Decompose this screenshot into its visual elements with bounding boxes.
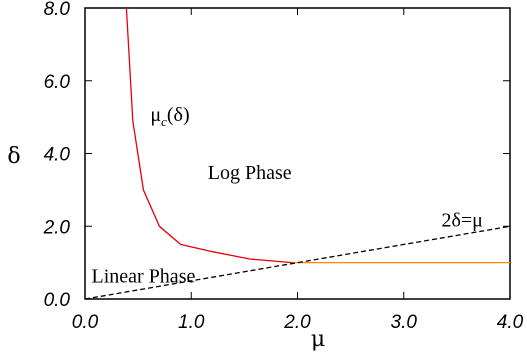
x-tick-label: 4.0 <box>497 312 524 333</box>
y-tick-label: 8.0 <box>44 0 71 20</box>
axis-tick-labels: 0.0 1.0 2.0 3.0 4.0 0.0 2.0 4.0 6.0 8.0 <box>43 0 524 333</box>
y-tick-label: 0.0 <box>44 290 71 311</box>
y-tick-label: 4.0 <box>44 145 71 166</box>
chart-series <box>84 7 511 300</box>
y-tick-label: 6.0 <box>44 72 71 93</box>
axis-ticks <box>84 7 511 300</box>
annotation-label: 2δ=μ <box>441 209 482 231</box>
series-line-1 <box>125 7 293 264</box>
annotation-label: Linear Phase <box>92 266 196 288</box>
x-tick-label: 1.0 <box>178 312 205 333</box>
x-tick-label: 2.0 <box>283 312 311 333</box>
x-tick-label: 3.0 <box>391 312 418 333</box>
plot-frame <box>84 7 511 300</box>
annotation-label: μc(δ) <box>150 104 189 129</box>
y-axis-label: δ <box>7 144 20 169</box>
x-axis-label: μ <box>311 327 325 352</box>
x-tick-label: 0.0 <box>72 312 99 333</box>
annotation-label: Log Phase <box>208 162 292 184</box>
chart-annotations: Log Phase 2δ=μ Linear Phase μc(δ) <box>92 104 483 288</box>
y-tick-label: 2.0 <box>43 217 71 238</box>
